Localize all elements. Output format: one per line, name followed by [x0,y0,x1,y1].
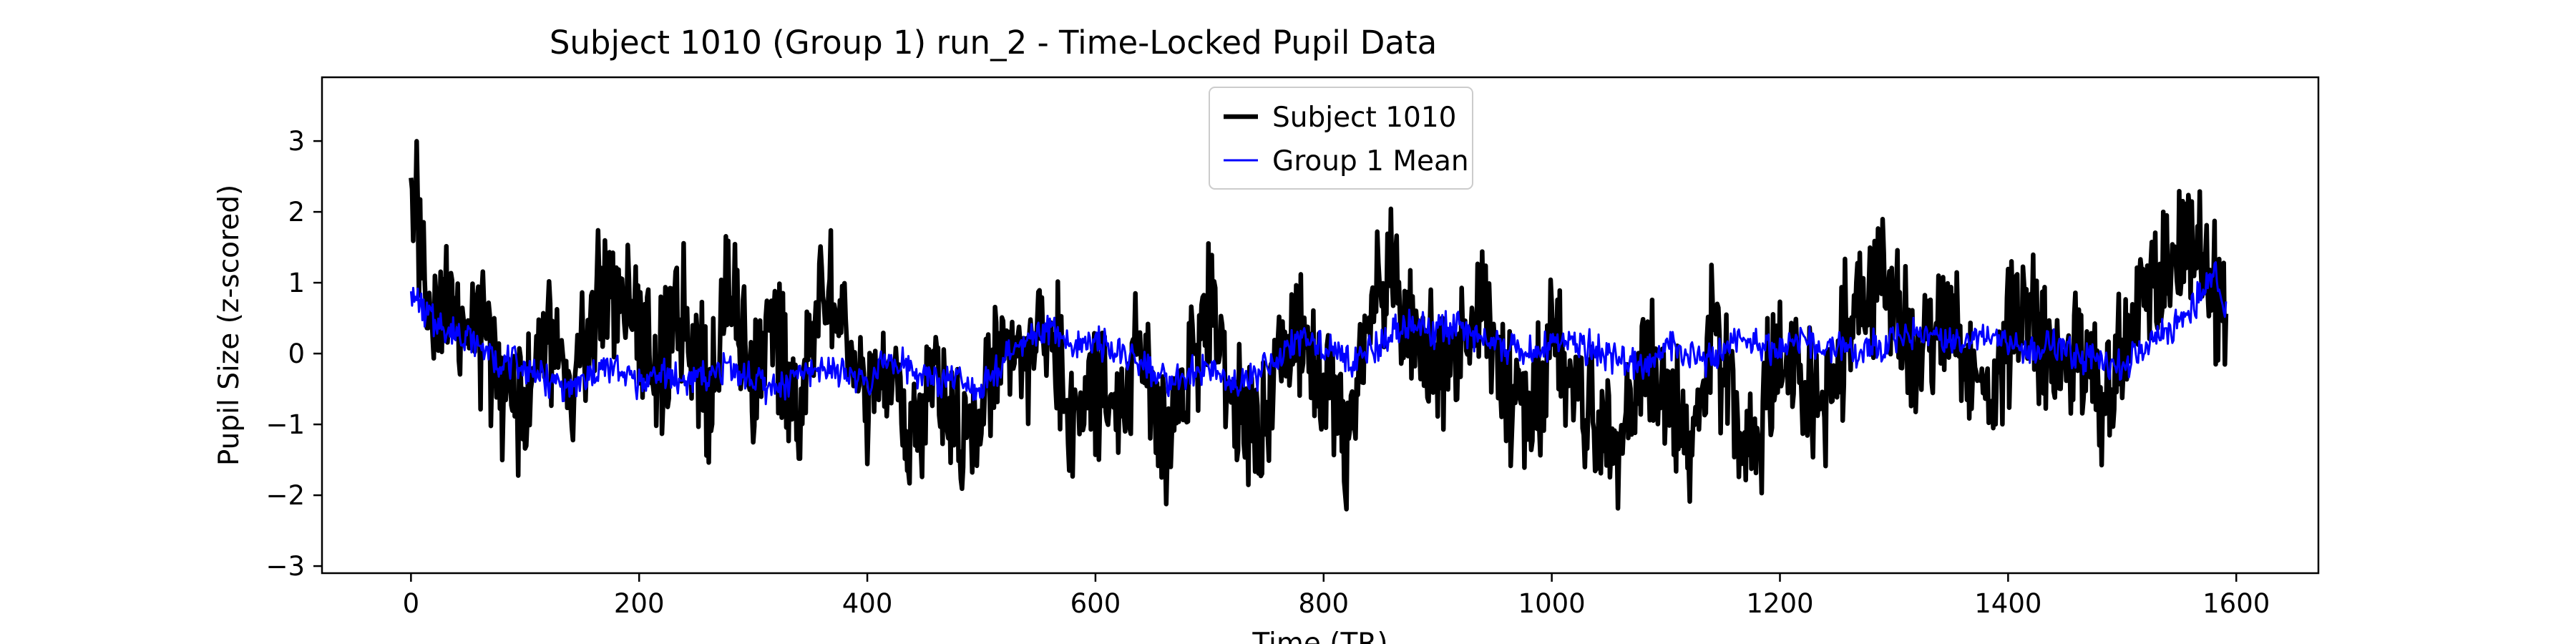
y-axis-label: Pupil Size (z-scored) [213,185,245,466]
y-tick-label: −2 [265,480,305,511]
y-tick-label: 1 [288,268,305,298]
y-tick-label: −1 [265,409,305,440]
legend: Subject 1010 Group 1 Mean [1209,87,1473,190]
y-tick-label: −3 [265,551,305,582]
y-axis: −3 −2 −1 0 1 2 3 [265,126,322,582]
x-axis-label: Time (TR) [1252,628,1387,644]
x-tick-label: 1400 [1974,588,2041,619]
x-tick-label: 0 [403,588,420,619]
legend-box [1209,87,1473,190]
plot-frame [321,76,2320,575]
x-tick-label: 600 [1070,588,1121,619]
y-tick-label: 3 [288,126,305,157]
x-tick-label: 200 [614,588,665,619]
x-tick-label: 400 [842,588,893,619]
series-layer [409,139,2229,512]
y-tick-label: 0 [288,338,305,369]
x-tick-label: 1600 [2202,588,2270,619]
x-tick-label: 1200 [1746,588,1813,619]
y-tick-label: 2 [288,197,305,228]
legend-label-group-1-mean: Group 1 Mean [1272,145,1469,177]
x-tick-label: 800 [1298,588,1349,619]
legend-label-subject-1010: Subject 1010 [1272,102,1456,134]
series-line-group-1-mean [409,261,2228,406]
x-tick-label: 1000 [1518,588,1586,619]
x-axis: 0 200 400 600 800 1000 1200 1400 1600 [403,573,2270,619]
chart-title: Subject 1010 (Group 1) run_2 - Time-Lock… [550,24,1437,62]
